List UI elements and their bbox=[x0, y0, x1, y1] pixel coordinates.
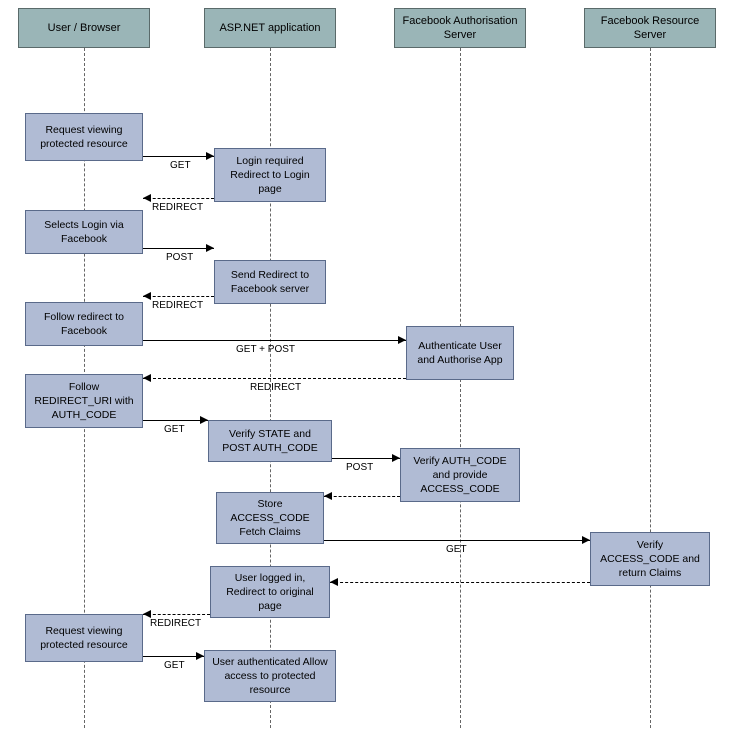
arrow-a2 bbox=[143, 198, 214, 199]
arrow-label-a6: REDIRECT bbox=[250, 382, 301, 393]
node-n2: Login required Redirect to Login page bbox=[214, 148, 326, 202]
node-n11: Verify ACCESS_CODE and return Claims bbox=[590, 532, 710, 586]
arrow-head-a8 bbox=[392, 454, 400, 462]
arrow-head-a13 bbox=[196, 652, 204, 660]
node-n1: Request viewing protected resource bbox=[25, 113, 143, 161]
arrow-label-a7: GET bbox=[164, 424, 185, 435]
lane-header-asp: ASP.NET application bbox=[204, 8, 336, 48]
arrow-label-a2: REDIRECT bbox=[152, 202, 203, 213]
node-n4: Send Redirect to Facebook server bbox=[214, 260, 326, 304]
arrow-a1 bbox=[143, 156, 214, 157]
node-n12: User logged in, Redirect to original pag… bbox=[210, 566, 330, 618]
arrow-head-a5 bbox=[398, 336, 406, 344]
node-n6: Authenticate User and Authorise App bbox=[406, 326, 514, 380]
arrow-head-a3 bbox=[206, 244, 214, 252]
arrow-head-a4 bbox=[143, 292, 151, 300]
node-n13: Request viewing protected resource bbox=[25, 614, 143, 662]
lifeline-fbres bbox=[650, 48, 651, 728]
arrow-a5 bbox=[143, 340, 406, 341]
arrow-head-a12 bbox=[143, 610, 151, 618]
lifeline-fbauth bbox=[460, 48, 461, 728]
arrow-a4 bbox=[143, 296, 214, 297]
node-n7: Follow REDIRECT_URI with AUTH_CODE bbox=[25, 374, 143, 428]
arrow-head-a9 bbox=[324, 492, 332, 500]
arrow-head-a11 bbox=[330, 578, 338, 586]
node-n14: User authenticated Allow access to prote… bbox=[204, 650, 336, 702]
node-n9: Verify AUTH_CODE and provide ACCESS_CODE bbox=[400, 448, 520, 502]
arrow-label-a13: GET bbox=[164, 660, 185, 671]
arrow-label-a10: GET bbox=[446, 544, 467, 555]
arrow-head-a2 bbox=[143, 194, 151, 202]
arrow-label-a12: REDIRECT bbox=[150, 618, 201, 629]
lane-header-fbres: Facebook Resource Server bbox=[584, 8, 716, 48]
arrow-label-a1: GET bbox=[170, 160, 191, 171]
node-n5: Follow redirect to Facebook bbox=[25, 302, 143, 346]
node-n10: Store ACCESS_CODE Fetch Claims bbox=[216, 492, 324, 544]
node-n8: Verify STATE and POST AUTH_CODE bbox=[208, 420, 332, 462]
arrow-a8 bbox=[332, 458, 400, 459]
arrow-head-a10 bbox=[582, 536, 590, 544]
arrow-a7 bbox=[143, 420, 208, 421]
arrow-label-a8: POST bbox=[346, 462, 373, 473]
arrow-head-a7 bbox=[200, 416, 208, 424]
arrow-a3 bbox=[143, 248, 214, 249]
arrow-label-a3: POST bbox=[166, 252, 193, 263]
arrow-a11 bbox=[330, 582, 590, 583]
arrow-a6 bbox=[143, 378, 406, 379]
lane-header-user: User / Browser bbox=[18, 8, 150, 48]
arrow-head-a1 bbox=[206, 152, 214, 160]
arrow-label-a4: REDIRECT bbox=[152, 300, 203, 311]
node-n3: Selects Login via Facebook bbox=[25, 210, 143, 254]
arrow-a10 bbox=[324, 540, 590, 541]
lane-header-fbauth: Facebook Authorisation Server bbox=[394, 8, 526, 48]
arrow-a12 bbox=[143, 614, 210, 615]
arrow-a9 bbox=[324, 496, 400, 497]
arrow-a13 bbox=[143, 656, 204, 657]
arrow-head-a6 bbox=[143, 374, 151, 382]
arrow-label-a5: GET + POST bbox=[236, 344, 295, 355]
